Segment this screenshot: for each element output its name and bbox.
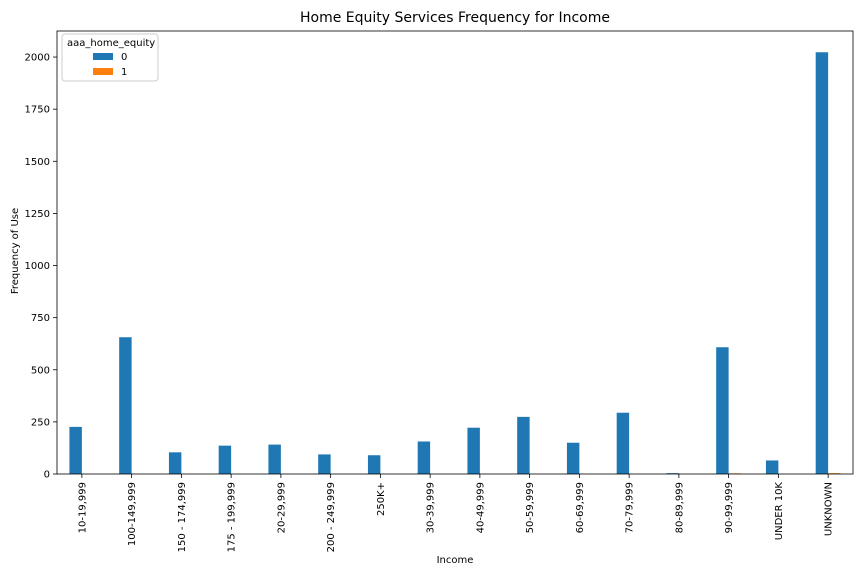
y-tick-label: 750 xyxy=(31,313,50,324)
bar-series-0 xyxy=(815,52,829,474)
x-tick-label: UNKNOWN xyxy=(824,482,835,536)
bar-series-0 xyxy=(417,441,431,474)
x-tick-label: 90-99,999 xyxy=(724,482,735,533)
legend-label-1: 1 xyxy=(121,67,127,78)
y-tick-label: 2000 xyxy=(25,53,50,64)
bar-series-0 xyxy=(616,412,630,474)
y-axis-title: Frequency of Use xyxy=(10,208,21,294)
bar-series-0 xyxy=(566,442,580,474)
legend-label-0: 0 xyxy=(121,52,127,63)
x-tick-label: 50-59,999 xyxy=(525,482,536,533)
x-tick-label: 250K+ xyxy=(376,482,387,516)
legend: aaa_home_equity 0 1 xyxy=(61,33,159,82)
x-tick-label: 80-89,999 xyxy=(674,482,685,533)
x-tick-label: 100-149,999 xyxy=(127,482,138,546)
x-tick-label: 30-39,999 xyxy=(426,482,437,533)
x-tick-label: UNDER 10K xyxy=(774,482,785,541)
y-tick-label: 250 xyxy=(31,417,50,428)
bar-series-0 xyxy=(467,427,480,474)
bar-series-0 xyxy=(168,452,182,474)
x-tick-label: 150 - 174,999 xyxy=(177,482,188,552)
bar-series-0 xyxy=(367,455,381,474)
y-tick-label: 0 xyxy=(44,470,50,481)
y-tick-label: 1750 xyxy=(25,105,50,116)
legend-title: aaa_home_equity xyxy=(67,38,155,49)
x-tick-label: 40-49,999 xyxy=(475,482,486,533)
plot-area: 0 250 500 750 1000 1250 1500 1750 2000 10-19,999 1… xyxy=(25,30,854,552)
y-tick-label: 1250 xyxy=(25,209,50,220)
bar-series-0 xyxy=(666,473,679,474)
bar-series-0 xyxy=(765,460,779,474)
plot-frame xyxy=(56,30,854,475)
x-tick-label: 200 - 249,999 xyxy=(326,482,337,552)
y-tick-label: 500 xyxy=(31,365,50,376)
x-tick-label: 10-19,999 xyxy=(77,482,88,533)
chart-title: Home Equity Services Frequency for Incom… xyxy=(300,10,610,26)
bar-series-0 xyxy=(268,444,281,474)
legend-swatch-0 xyxy=(93,53,113,60)
x-tick-label: 60-69,999 xyxy=(575,482,586,533)
y-tick-label: 1500 xyxy=(25,157,50,168)
bar-series-0 xyxy=(318,454,331,474)
x-axis-title: Income xyxy=(437,555,474,566)
x-tick-label: 70-79,999 xyxy=(625,482,636,533)
x-tick-label: 20-29,999 xyxy=(276,482,287,533)
legend-swatch-1 xyxy=(93,68,113,75)
x-tick-label: 175 - 199,999 xyxy=(227,482,238,552)
bar-series-1 xyxy=(828,473,841,474)
bar-series-0 xyxy=(517,416,530,474)
bar-series-0 xyxy=(119,337,132,474)
bar-series-0 xyxy=(716,347,729,474)
bar-series-0 xyxy=(69,426,82,474)
bar-series-0 xyxy=(218,445,232,474)
y-tick-label: 1000 xyxy=(25,261,50,272)
